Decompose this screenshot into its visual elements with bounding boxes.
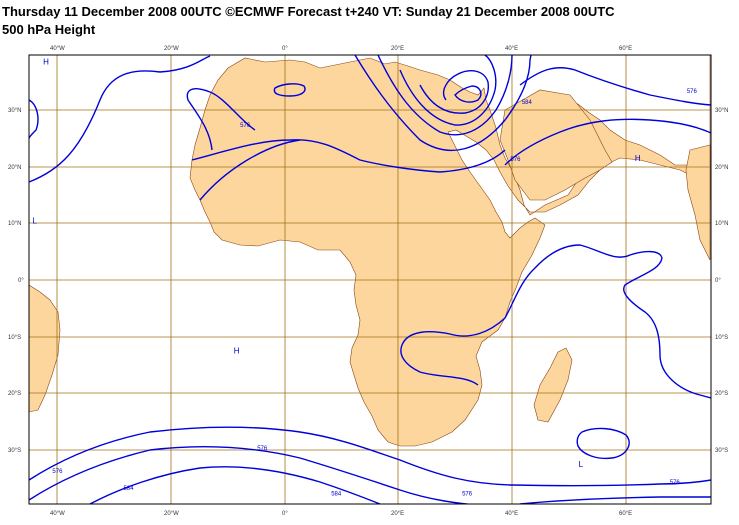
map-title: Thursday 11 December 2008 00UTC ©ECMWF F… — [2, 4, 615, 19]
longitude-labels-top: 40°W 20°W 0° 20°E 40°E 60°E — [50, 46, 632, 52]
lat-label: 30°S — [8, 448, 21, 454]
latitude-labels-right: 30°N 20°N 10°N 0° 10°S 20°S 30°S — [715, 108, 728, 454]
contour-value-label: 584 — [522, 100, 533, 106]
contour-line — [576, 427, 630, 460]
low-pressure-marker: L — [32, 216, 37, 225]
lon-label: 60°E — [619, 46, 632, 52]
pressure-centers: H L H H L — [32, 58, 640, 470]
lat-label: 10°N — [715, 221, 728, 227]
contour-line — [191, 139, 506, 173]
lat-label: 0° — [18, 278, 24, 284]
contour-line — [419, 70, 489, 114]
india-coast — [685, 144, 711, 261]
contour-value-label: 584 — [124, 486, 135, 492]
high-pressure-marker: H — [234, 347, 240, 356]
contour-line — [400, 344, 479, 386]
latitude-labels-left: 30°N 20°N 10°N 0° 10°S 20°S 30°S — [8, 108, 24, 454]
lat-label: 30°N — [8, 108, 21, 114]
lat-label: 10°S — [715, 335, 728, 341]
contour-line — [519, 496, 711, 504]
contour-line — [273, 83, 306, 97]
contour-value-label: 584 — [331, 491, 342, 497]
land-masses — [29, 55, 711, 447]
contour-line — [519, 67, 711, 106]
contour-labels: 576 584 576 576 576 576 584 584 576 576 — [52, 89, 697, 498]
lat-label: 20°S — [8, 391, 21, 397]
lat-label: 30°S — [715, 448, 728, 454]
contour-line — [29, 55, 211, 183]
longitude-labels-bottom: 40°W 20°W 0° 20°E 40°E 60°E — [50, 511, 632, 517]
lat-label: 0° — [715, 278, 721, 284]
lon-label: 20°W — [164, 46, 179, 52]
lat-label: 20°N — [715, 165, 728, 171]
contour-line — [89, 466, 381, 504]
lat-label: 10°S — [8, 335, 21, 341]
south-america-coast — [29, 284, 61, 413]
contour-line — [29, 426, 711, 487]
lat-label: 20°S — [715, 391, 728, 397]
lat-label: 30°N — [715, 108, 728, 114]
contour-value-label: 576 — [670, 480, 681, 486]
contour-line — [454, 85, 482, 103]
lon-label: 20°E — [391, 511, 404, 517]
lon-label: 0° — [282, 511, 288, 517]
contour-line — [29, 446, 476, 504]
lon-label: 40°W — [50, 511, 65, 517]
lon-label: 40°W — [50, 46, 65, 52]
contour-line — [354, 55, 532, 152]
contour-value-label: 576 — [462, 491, 473, 497]
lon-label: 40°E — [505, 511, 518, 517]
contour-line — [377, 55, 513, 136]
lon-label: 20°W — [164, 511, 179, 517]
lon-label: 0° — [282, 46, 288, 52]
low-pressure-marker: L — [579, 460, 584, 469]
lon-label: 20°E — [391, 46, 404, 52]
lon-label: 40°E — [505, 46, 518, 52]
lon-label: 60°E — [619, 511, 632, 517]
lat-label: 10°N — [8, 221, 21, 227]
contour-line — [504, 118, 711, 166]
madagascar-island — [533, 347, 573, 423]
contour-value-label: 576 — [257, 446, 268, 452]
contour-value-label: 576 — [687, 89, 698, 95]
contour-line — [401, 244, 711, 399]
contour-line — [199, 139, 301, 201]
high-pressure-marker: H — [635, 154, 641, 163]
lat-label: 20°N — [8, 165, 21, 171]
height-contours — [29, 55, 711, 504]
map-frame — [28, 54, 712, 505]
contour-line — [186, 88, 256, 151]
contour-value-label: 576 — [510, 157, 521, 163]
high-pressure-marker: H — [43, 58, 49, 67]
contour-value-label: 576 — [52, 469, 63, 475]
contour-line — [399, 55, 497, 126]
map-subtitle: 500 hPa Height — [2, 22, 96, 37]
contour-value-label: 576 — [240, 123, 251, 129]
